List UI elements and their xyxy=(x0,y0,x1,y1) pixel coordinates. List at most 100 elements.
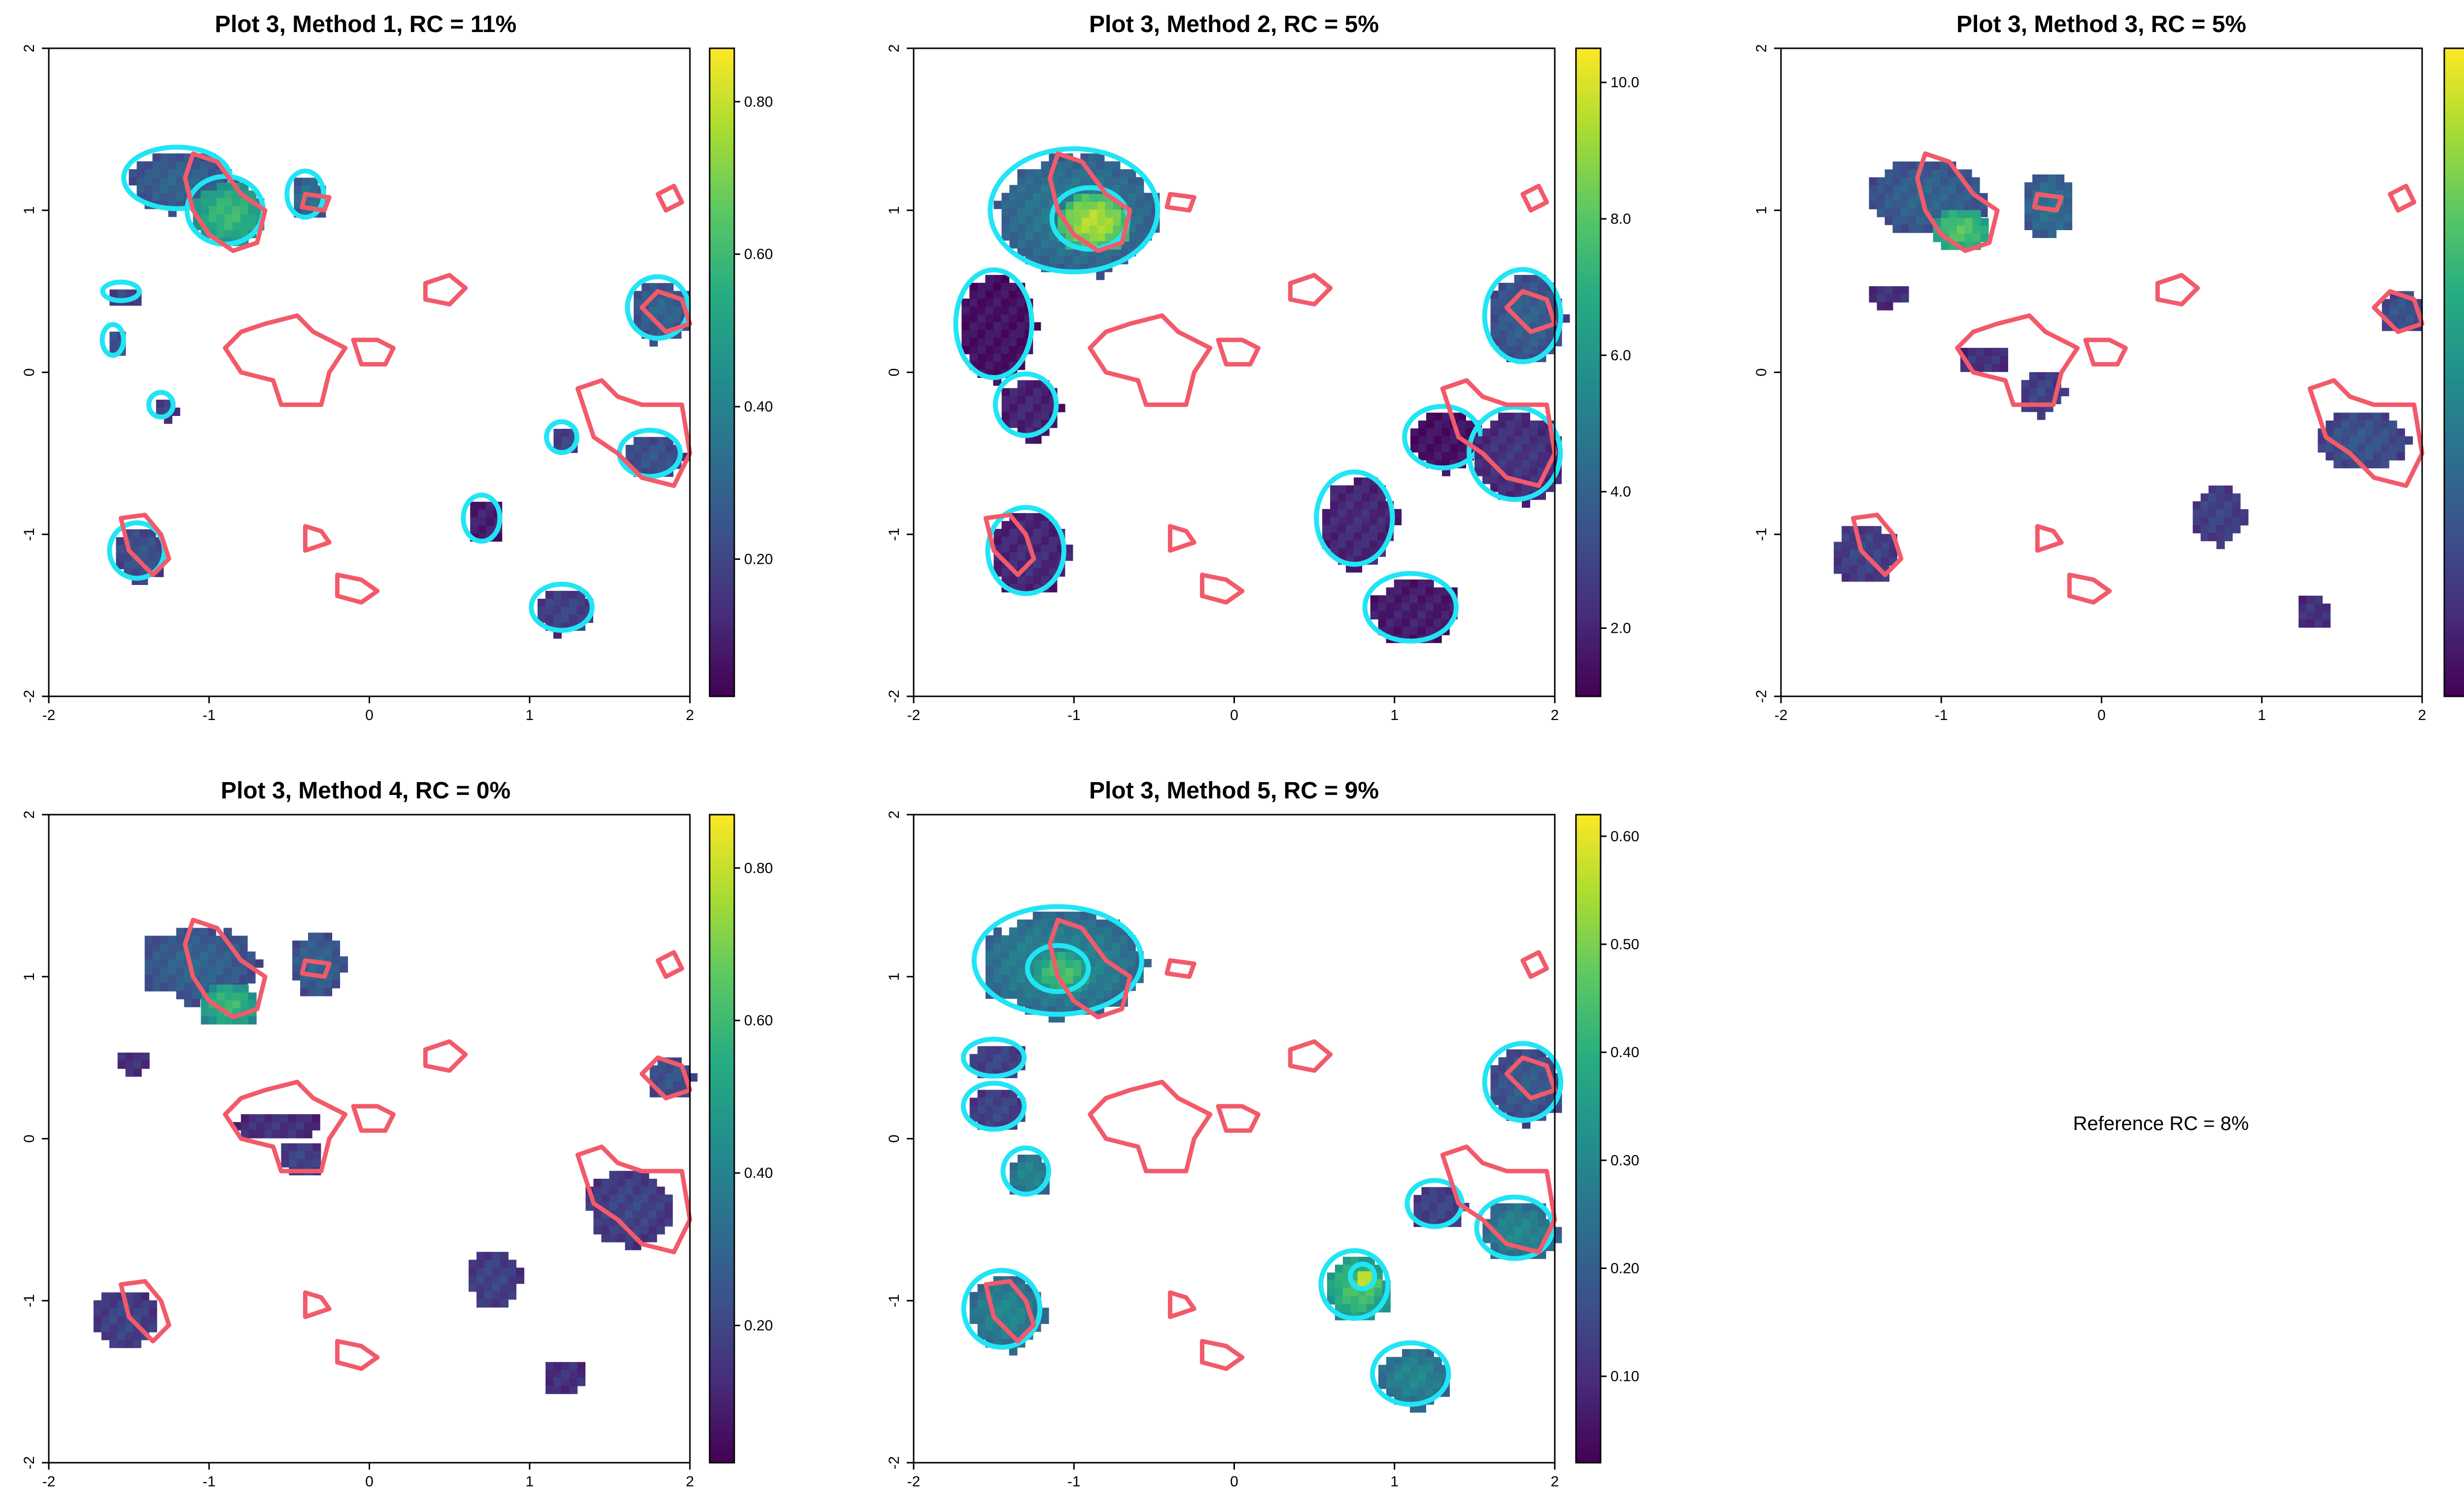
red-contour xyxy=(423,273,468,307)
panel-title: Plot 3, Method 4, RC = 0% xyxy=(221,778,511,804)
cyan-contour xyxy=(461,492,503,544)
red-contour xyxy=(335,572,380,605)
cyan-contour xyxy=(625,274,691,341)
x-tick-label: -2 xyxy=(42,707,56,723)
red-contour xyxy=(575,378,692,488)
x-tick-label: 0 xyxy=(1230,1474,1238,1490)
axes: -2 -1 0 1 2 -2 -1 0 1 2 xyxy=(21,44,694,723)
cyan-contour xyxy=(971,904,1144,1017)
y-tick-label: -2 xyxy=(886,1456,902,1470)
axes: -2 -1 0 1 2 -2 -1 0 1 2 xyxy=(1753,44,2426,723)
y-tick-label: -1 xyxy=(21,528,37,541)
cyan-contour xyxy=(1370,1340,1451,1407)
panel-method-2: Plot 3, Method 2, RC = 5% -2 -1 0 1 2 -2 -1 0 1 2… xyxy=(886,11,1639,723)
cyan-contour xyxy=(953,267,1034,380)
red-contour xyxy=(183,151,268,253)
colorbar-tick-label: 0.10 xyxy=(1610,1369,1639,1385)
plot-area xyxy=(953,146,1570,644)
colorbar: 2.0 4.0 6.0 8.0 10.0 xyxy=(1575,47,1639,697)
red-contour xyxy=(351,1104,396,1133)
red-contour xyxy=(303,1290,332,1319)
cyan-contour xyxy=(992,371,1059,438)
y-tick-label: 1 xyxy=(886,206,902,214)
x-tick-label: -1 xyxy=(203,707,216,723)
red-contour xyxy=(983,513,1036,577)
cyan-contour xyxy=(100,279,142,303)
heat-blob xyxy=(468,1252,524,1308)
red-contour xyxy=(1288,1039,1333,1073)
red-contour xyxy=(1167,1290,1197,1319)
y-tick-label: 2 xyxy=(1753,44,1770,53)
x-tick-label: 2 xyxy=(686,707,694,723)
red-contour xyxy=(118,1279,171,1343)
red-contour xyxy=(1440,1144,1557,1255)
cyan-contour xyxy=(1466,405,1563,502)
colorbar-tick-label: 0.50 xyxy=(1610,936,1639,953)
x-tick-label: -1 xyxy=(1067,1474,1081,1490)
red-contour xyxy=(1164,192,1197,213)
colorbar-tick-label: 10.0 xyxy=(1610,74,1639,91)
cyan-contour xyxy=(284,169,326,220)
y-tick-label: 1 xyxy=(21,206,37,214)
y-tick-label: -1 xyxy=(886,528,902,541)
y-tick-label: 2 xyxy=(886,811,902,819)
x-tick-label: -2 xyxy=(907,1474,921,1490)
colorbar: 0.200.400.600.80 xyxy=(2443,47,2464,697)
heat-blob xyxy=(1482,1203,1562,1259)
heat-blob xyxy=(1413,1187,1470,1227)
red-contour xyxy=(639,289,692,334)
red-contour xyxy=(223,1079,348,1173)
cyan-contour xyxy=(544,419,580,455)
panel-title: Plot 3, Method 5, RC = 9% xyxy=(1089,778,1379,804)
panel-title: Plot 3, Method 3, RC = 5% xyxy=(1956,11,2246,37)
cyan-contour xyxy=(1482,1041,1564,1123)
panel-method-4: Plot 3, Method 4, RC = 0% -2 -1 0 1 2 -2 -1 0 1 2… xyxy=(21,778,773,1490)
red-contour xyxy=(2307,378,2425,488)
x-tick-label: 0 xyxy=(365,707,374,723)
x-tick-label: 0 xyxy=(365,1474,374,1490)
heat-blob xyxy=(2024,174,2073,238)
colorbar: 0.200.400.600.80 xyxy=(709,814,773,1464)
x-tick-label: -2 xyxy=(907,707,921,723)
colorbar-tick-label: 0.30 xyxy=(1610,1152,1639,1168)
cyan-contour xyxy=(961,1268,1043,1350)
panel-title: Plot 3, Method 1, RC = 11% xyxy=(215,11,516,37)
colorbar-tick-label: 0.40 xyxy=(744,399,773,415)
red-contour xyxy=(1850,513,1904,577)
red-contour xyxy=(1167,524,1197,553)
heat-blob xyxy=(233,1114,320,1138)
colorbar-tick-label: 0.20 xyxy=(744,551,773,568)
cyan-contour xyxy=(1482,267,1564,365)
x-tick-label: -2 xyxy=(1775,707,1788,723)
x-tick-label: 1 xyxy=(525,707,534,723)
red-contour xyxy=(183,918,268,1020)
y-tick-label: 2 xyxy=(886,44,902,53)
cyan-contour xyxy=(960,1080,1027,1132)
red-contour xyxy=(335,1339,380,1371)
heat-blob xyxy=(2318,412,2413,469)
panel-method-5: Plot 3, Method 5, RC = 9% -2 -1 0 1 2 -2 -1 0 1 2… xyxy=(886,778,1639,1490)
red-contour xyxy=(303,524,332,553)
colorbar-gradient xyxy=(2443,47,2464,697)
red-contour xyxy=(575,1144,692,1255)
red-contour xyxy=(655,950,684,979)
colorbar-gradient xyxy=(1575,47,1602,697)
red-contour xyxy=(2032,192,2064,213)
red-contour xyxy=(1520,950,1549,979)
y-tick-label: 1 xyxy=(886,972,902,981)
y-tick-label: -2 xyxy=(886,690,902,703)
red-contour xyxy=(1088,1079,1213,1173)
colorbar-gradient xyxy=(709,47,735,697)
y-tick-label: -1 xyxy=(886,1294,902,1307)
cyan-contour xyxy=(1000,1145,1052,1197)
y-tick-label: 0 xyxy=(21,368,37,377)
heat-blob xyxy=(1490,275,1570,362)
red-contour xyxy=(2035,524,2064,553)
red-contour xyxy=(1288,273,1333,307)
cyan-contour xyxy=(1362,571,1459,644)
heat-blob xyxy=(117,1052,150,1077)
y-tick-label: -1 xyxy=(21,1294,37,1307)
x-tick-label: 2 xyxy=(2418,707,2427,723)
red-contour xyxy=(423,1039,468,1073)
heat-blob xyxy=(585,1170,673,1250)
